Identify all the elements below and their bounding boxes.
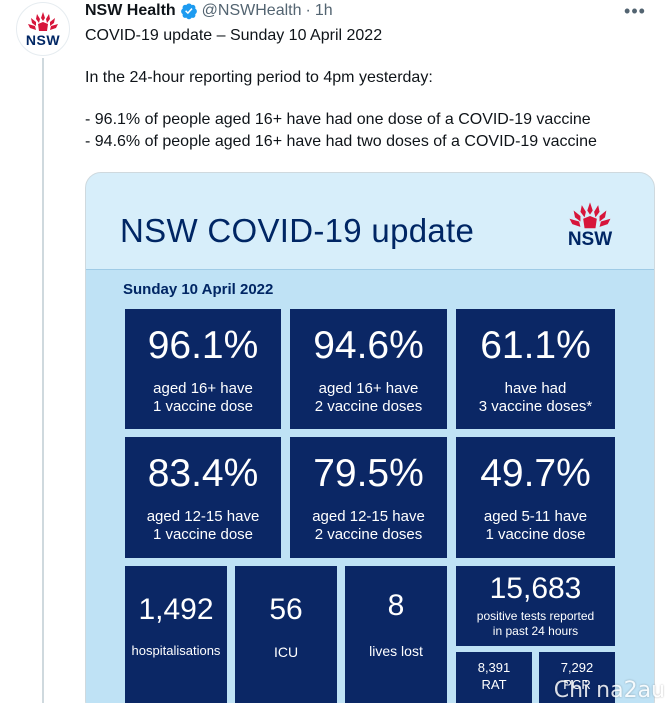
hospitalisations-label: hospitalisations [131,643,221,658]
stat-value: 83.4% [147,452,259,495]
stat-label: aged 12-15 have [312,508,425,525]
stat-label: 3 vaccine doses* [478,398,593,415]
stat-label: aged 16+ have [153,380,253,397]
watermark: Chi na2au [553,678,665,703]
stat-tile: 83.4% aged 12-15 have 1 vaccine dose [125,437,281,558]
stat-label: 1 vaccine dose [152,398,254,415]
stat-label: 2 vaccine doses [314,526,423,543]
stat-tile: 94.6% aged 16+ have 2 vaccine doses [290,309,447,429]
stat-label: aged 16+ have [318,380,419,397]
logo-nsw-text: NSW [567,229,613,250]
hospitalisations-tile: 1,492 hospitalisations [125,566,227,703]
stat-value: 49.7% [480,452,591,495]
stat-value: 79.5% [313,452,424,495]
thread-line [42,58,44,703]
card-date: Sunday 10 April 2022 [123,281,274,298]
icu-value: 56 [269,593,303,626]
positive-tests-label: positive tests reported [476,609,595,623]
hospitalisations-value: 1,492 [138,593,214,626]
lives-lost-label: lives lost [369,643,423,659]
author-handle[interactable]: @NSWHealth [201,2,302,19]
waratah-logo-icon [569,202,611,229]
stat-tile: 96.1% aged 16+ have 1 vaccine dose [125,309,281,429]
icu-label: ICU [273,644,299,660]
author-name[interactable]: NSW Health [85,2,176,19]
rat-tile: 8,391 RAT [456,652,532,703]
more-options-icon[interactable]: ••• [624,0,646,21]
stat-tile: 79.5% aged 12-15 have 2 vaccine doses [290,437,447,558]
update-image-card[interactable]: NSW COVID-19 update NSW Sunday 10 April … [85,172,655,703]
stat-value: 61.1% [480,324,591,367]
stat-label: 2 vaccine doses [314,398,423,415]
pcr-value: 7,292 [560,660,594,675]
lives-lost-tile: 8 lives lost [345,566,447,703]
stat-label: 1 vaccine dose [485,526,586,543]
avatar[interactable]: NSW [16,2,70,56]
verified-badge-icon [180,3,197,20]
stat-tile: 61.1% have had 3 vaccine doses* [456,309,615,429]
tweet-line: COVID-19 update – Sunday 10 April 2022 [85,27,383,44]
nsw-logo: NSW [564,201,616,251]
lives-lost-value: 8 [387,589,405,622]
tweet-line: In the 24-hour reporting period to 4pm y… [85,69,433,86]
tweet-line: - 96.1% of people aged 16+ have had one … [85,111,591,128]
stat-label: have had [504,380,567,397]
stat-label: 1 vaccine dose [152,526,254,543]
tweet-header: NSW Health @NSWHealth · 1h [85,0,333,22]
stat-label: aged 5-11 have [483,508,588,525]
stat-value: 96.1% [147,324,259,367]
avatar-nsw-text: NSW [25,32,61,48]
rat-label: RAT [481,677,507,692]
pcr-label: PCR [563,677,591,692]
tweet-timestamp[interactable]: 1h [314,2,333,19]
stat-tile: 49.7% aged 5-11 have 1 vaccine dose [456,437,615,558]
tweet-text: COVID-19 update – Sunday 10 April 2022 I… [85,25,655,153]
waratah-logo-icon [28,12,58,31]
stat-label: aged 12-15 have [146,508,260,525]
pcr-tile: 7,292 PCR [539,652,615,703]
rat-value: 8,391 [477,660,511,675]
separator-dot: · [305,2,311,19]
positive-tests-tile: 15,683 positive tests reported in past 2… [456,566,615,646]
card-header: NSW COVID-19 update NSW [86,173,654,270]
stat-value: 94.6% [313,324,424,367]
card-title: NSW COVID-19 update [120,212,475,249]
positive-tests-label: in past 24 hours [492,624,579,638]
icu-tile: 56 ICU [235,566,337,703]
tweet-line: - 94.6% of people aged 16+ have had two … [85,133,597,150]
positive-tests-value: 15,683 [489,572,582,605]
